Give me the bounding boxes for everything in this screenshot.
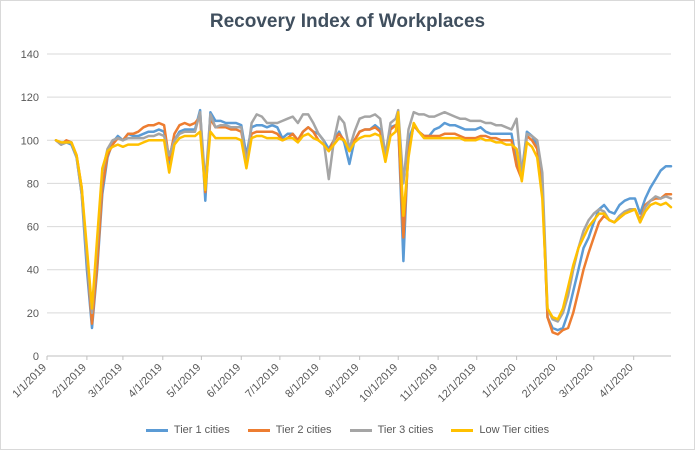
y-tick-label: 100 xyxy=(21,135,39,147)
legend: Tier 1 cities Tier 2 cities Tier 3 citie… xyxy=(1,424,694,436)
y-tick-label: 60 xyxy=(27,222,39,234)
legend-label-tier-3: Tier 3 cities xyxy=(377,424,434,436)
legend-item-tier-1: Tier 1 cities xyxy=(145,424,230,436)
y-tick-label: 20 xyxy=(27,308,39,320)
legend-swatch-tier-3 xyxy=(349,428,372,432)
legend-swatch-tier-2 xyxy=(247,428,270,432)
legend-label-low-tier: Low Tier cities xyxy=(479,424,550,436)
x-tick-label: 3/1/2019 xyxy=(86,362,125,401)
legend-swatch-tier-1 xyxy=(145,428,168,432)
x-tick-label: 5/1/2019 xyxy=(165,362,204,401)
y-tick-label: 0 xyxy=(33,351,39,363)
y-tick-label: 120 xyxy=(21,92,39,104)
series-line-4 xyxy=(54,110,673,321)
series-lines xyxy=(54,108,673,336)
legend-swatch-low-tier xyxy=(451,428,474,432)
x-tick-label: 11/1/2019 xyxy=(398,362,441,405)
gridlines xyxy=(47,53,671,357)
legend-item-tier-2: Tier 2 cities xyxy=(247,424,332,436)
x-tick-label: 12/1/2019 xyxy=(436,362,479,405)
x-tick-label: 4/1/2019 xyxy=(126,362,165,401)
x-tick-label: 1/1/2019 xyxy=(10,362,49,401)
x-tick-label: 7/1/2019 xyxy=(243,362,282,401)
legend-item-tier-3: Tier 3 cities xyxy=(349,424,434,436)
x-tick-label: 1/1/2020 xyxy=(480,362,519,401)
y-axis-ticks: 0 20 40 60 80 100 120 140 xyxy=(21,49,39,363)
y-tick-label: 40 xyxy=(27,265,39,277)
series-line-1 xyxy=(54,108,673,332)
x-tick-label: 8/1/2019 xyxy=(283,362,322,401)
x-tick-label: 6/1/2019 xyxy=(205,362,244,401)
legend-label-tier-1: Tier 1 cities xyxy=(173,424,230,436)
x-tick-label: 10/1/2019 xyxy=(357,362,400,405)
y-tick-label: 140 xyxy=(21,49,39,61)
x-tick-label: 2/1/2020 xyxy=(520,362,559,401)
x-tick-label: 4/1/2020 xyxy=(597,362,636,401)
x-tick-label: 2/1/2019 xyxy=(50,362,89,401)
legend-label-tier-2: Tier 2 cities xyxy=(275,424,332,436)
chart-title: Recovery Index of Workplaces xyxy=(209,11,486,32)
series-line-3 xyxy=(54,108,673,323)
legend-item-low-tier: Low Tier cities xyxy=(451,424,549,436)
x-tick-label: 9/1/2019 xyxy=(323,362,362,401)
series-line-2 xyxy=(54,115,673,336)
x-tick-label: 3/1/2020 xyxy=(557,362,596,401)
y-tick-label: 80 xyxy=(27,178,39,190)
